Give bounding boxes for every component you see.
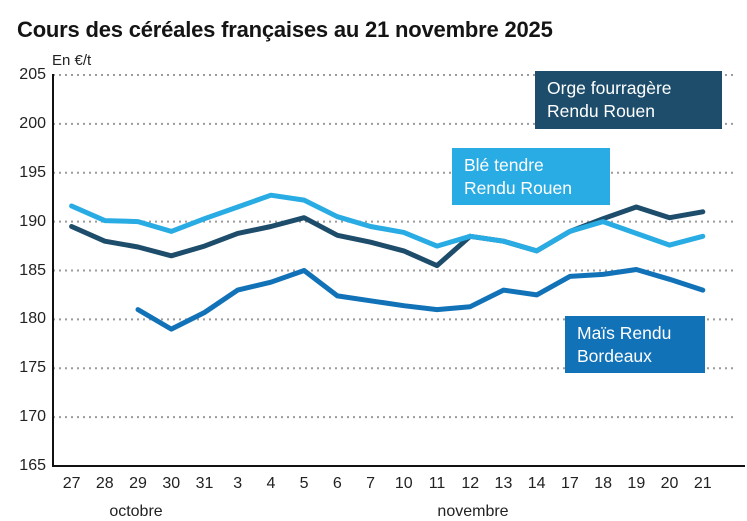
series-label-line: Bordeaux <box>577 346 652 367</box>
x-axis-tick-label-28: 28 <box>95 475 114 492</box>
page-title: Cours des céréales françaises au 21 nove… <box>17 16 553 42</box>
series-label-line: Rendu Rouen <box>547 101 655 122</box>
y-axis-tick-label-165: 165 <box>19 457 46 474</box>
y-axis-tick-label-195: 195 <box>19 163 46 181</box>
y-axis-tick-label-185: 185 <box>19 261 46 279</box>
series-label-orge-fourrag-re-rendu-rouen: Orge fourragère Rendu Rouen <box>535 71 722 129</box>
x-axis-tick-label-27: 27 <box>62 475 81 492</box>
x-axis-tick-label-11: 11 <box>428 475 446 492</box>
series-line-ma-s-rendu-bordeaux <box>135 267 706 332</box>
x-axis-tick-label-14: 14 <box>527 475 546 492</box>
x-axis-tick-label-3: 3 <box>233 475 243 492</box>
y-axis-tick-label-205: 205 <box>19 66 46 83</box>
x-axis-tick-label-19: 19 <box>627 475 646 492</box>
x-axis-month-label-octobre: octobre <box>109 503 163 520</box>
series-label-line: Orge fourragère <box>547 78 672 98</box>
y-axis-unit-label: En €/t <box>52 52 92 69</box>
x-axis-tick-label-13: 13 <box>494 475 513 492</box>
series-label-line: Blé tendre <box>464 155 544 175</box>
x-axis-month-label-novembre: novembre <box>437 503 509 520</box>
x-axis-tick-label-17: 17 <box>560 475 579 492</box>
x-axis-tick-label-21: 21 <box>693 475 712 492</box>
x-axis-tick-label-20: 20 <box>660 475 679 492</box>
x-axis-tick-label-31: 31 <box>195 475 214 492</box>
y-axis-tick-label-190: 190 <box>19 212 46 230</box>
series-label-ma-s-rendu-bordeaux: Maïs Rendu Bordeaux <box>565 316 705 373</box>
y-axis-tick-label-175: 175 <box>19 359 46 377</box>
y-axis-tick-label-170: 170 <box>19 408 46 426</box>
series-line-bl-tendre-rendu-rouen <box>69 192 706 254</box>
x-axis-tick-label-4: 4 <box>266 475 276 492</box>
series-label-line: Rendu Rouen <box>464 178 572 199</box>
series-label-bl-tendre-rendu-rouen: Blé tendre Rendu Rouen <box>452 148 610 205</box>
x-axis-tick-label-30: 30 <box>162 475 181 492</box>
x-axis-tick-label-18: 18 <box>594 475 612 492</box>
x-axis-tick-label-12: 12 <box>461 475 480 492</box>
x-axis-tick-label-29: 29 <box>129 475 147 492</box>
x-axis-tick-label-6: 6 <box>332 475 342 492</box>
x-axis-tick-label-7: 7 <box>366 475 376 492</box>
x-axis-tick-label-5: 5 <box>299 475 309 492</box>
y-axis-tick-label-200: 200 <box>19 114 46 132</box>
series-label-line: Maïs Rendu <box>577 323 672 343</box>
y-axis-tick-label-180: 180 <box>19 310 46 328</box>
series-line-orge-fourrag-re-rendu-rouen <box>69 204 706 269</box>
x-axis-tick-label-10: 10 <box>394 475 413 492</box>
